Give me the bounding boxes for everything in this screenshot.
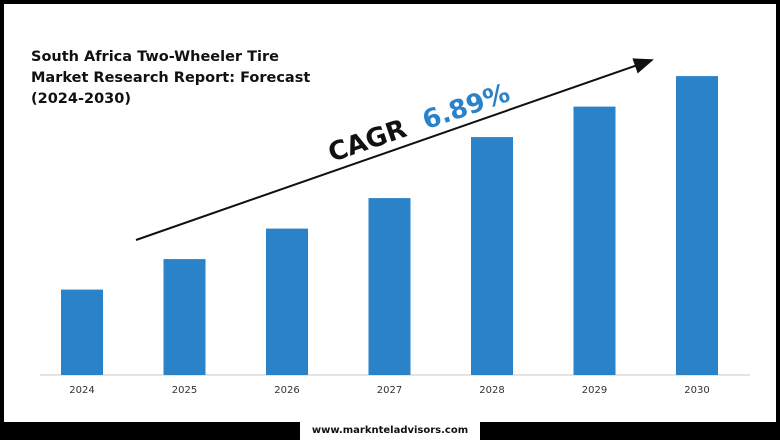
bar-2026 [266,228,308,375]
cagr-label: CAGR [325,114,411,169]
bar-2025 [163,259,206,375]
x-tick-label-2026: 2026 [274,385,299,396]
x-tick-label-2029: 2029 [582,385,607,396]
bar-2024 [61,289,103,375]
footer-background [300,422,480,440]
x-tick-label-2027: 2027 [377,385,402,396]
x-tick-labels: 2024 2025 2026 2027 2028 2029 2030 [69,385,709,396]
x-tick-label-2030: 2030 [684,385,709,396]
x-tick-label-2025: 2025 [172,385,197,396]
chart-title: South Africa Two-Wheeler Tire Market Res… [31,49,311,107]
cagr-value: 6.89% [419,78,514,136]
bars-group [61,76,718,375]
trend-arrow [135,58,654,241]
x-tick-label-2024: 2024 [69,385,94,396]
bar-2027 [368,198,411,375]
x-tick-label-2028: 2028 [479,385,504,396]
bar-2029 [573,106,616,375]
bar-2030 [676,76,718,375]
bar-2028 [471,137,513,375]
footer-url: www.marknteladvisors.com [311,425,469,436]
